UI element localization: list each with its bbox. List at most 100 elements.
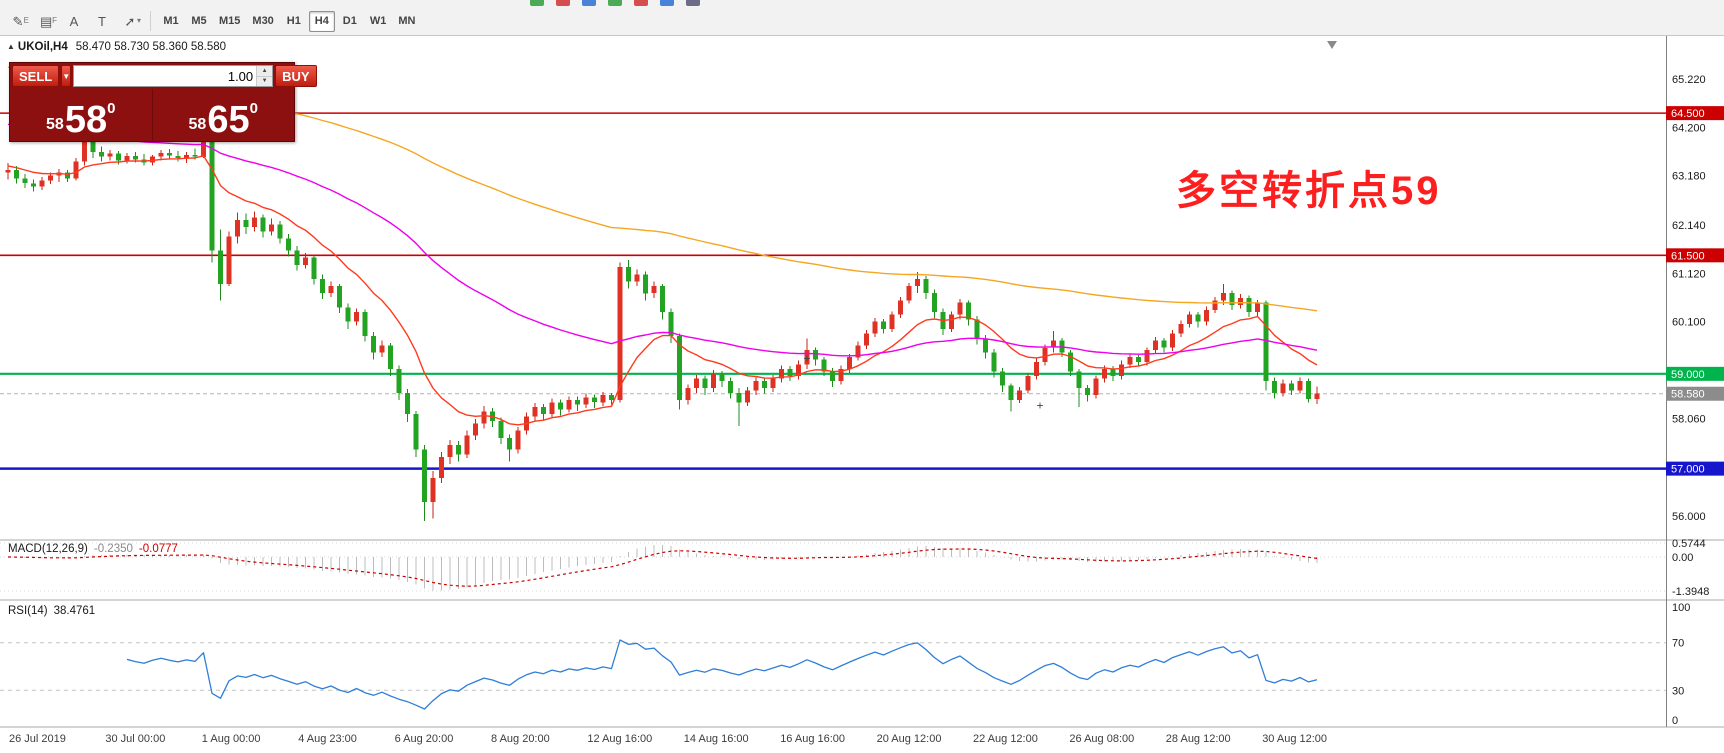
candle-body <box>184 154 189 159</box>
candle-body <box>90 134 96 152</box>
candle-body <box>371 335 376 353</box>
candle-body <box>983 338 988 353</box>
candle-body <box>320 279 325 294</box>
candle-body <box>116 153 121 161</box>
macd-main-value: -0.2350 <box>93 543 133 555</box>
ask-price-button[interactable]: 58 65 0 <box>153 89 295 141</box>
toolbar-row: ✎ E ▤ F A T ➚ ▾ M1 M5 M15 M30 H1 H4 D1 W1 MN <box>0 7 421 35</box>
timeframe-button-w1[interactable]: W1 <box>365 11 392 32</box>
candle-body <box>99 152 104 157</box>
text-tool-icon[interactable]: A <box>61 10 87 32</box>
symbol-ohlc-line: ▲ UKOil,H4 58.470 58.730 58.360 58.580 <box>7 41 226 53</box>
timeframe-button-d1[interactable]: D1 <box>337 11 363 32</box>
candle-body <box>1238 298 1243 306</box>
timeframe-button-h4[interactable]: H4 <box>308 10 335 32</box>
bid-price-button[interactable]: 58 58 0 <box>10 89 153 141</box>
volume-input[interactable] <box>74 66 257 86</box>
candle-body <box>328 286 334 294</box>
candle-body <box>558 402 563 410</box>
candle-body <box>405 392 410 415</box>
order-type-dropdown[interactable]: ▼ <box>61 65 72 87</box>
candle-body <box>158 152 164 157</box>
rsi-axis-label: 70 <box>1672 638 1684 650</box>
buy-button[interactable]: BUY <box>275 65 317 87</box>
candle-body <box>966 302 971 320</box>
candle-body <box>736 392 742 403</box>
bid-small-digits: 58 <box>46 116 64 133</box>
candle-body <box>73 161 79 179</box>
sell-button[interactable]: SELL <box>12 65 60 87</box>
candle-body <box>5 170 11 173</box>
candle-body <box>1263 302 1269 381</box>
timeframe-button-mn[interactable]: MN <box>393 11 420 32</box>
clipped-icon-fragment <box>660 0 674 6</box>
candles-layer <box>5 121 1320 521</box>
timeframe-button-m5[interactable]: M5 <box>186 11 212 32</box>
price-level-label[interactable] <box>1666 248 1724 263</box>
rsi-axis-label: 0 <box>1672 715 1678 727</box>
rsi-line <box>126 639 1318 710</box>
price-level-label[interactable] <box>1666 106 1724 121</box>
chart-text-annotation: 多空转折点59 <box>1176 169 1442 213</box>
timeframe-button-h1[interactable]: H1 <box>281 11 307 32</box>
timeframe-button-m1[interactable]: M1 <box>158 11 184 32</box>
date-axis-label: 12 Aug 16:00 <box>587 733 652 745</box>
price-axis-label: 61.120 <box>1672 268 1706 280</box>
candle-body <box>1272 380 1277 393</box>
candle-body <box>838 369 844 381</box>
grid-tool-badge: F <box>52 16 57 25</box>
arrow-shapes-tool-badge: ▾ <box>136 16 141 25</box>
price-level-label[interactable] <box>1666 366 1724 381</box>
candle-body <box>507 437 512 450</box>
arrow-shapes-tool-icon[interactable]: ➚ ▾ <box>117 10 143 32</box>
chart-bg <box>0 36 1724 753</box>
candle-body <box>864 333 869 346</box>
timeframe-button-m15[interactable]: M15 <box>214 11 245 32</box>
candle-body <box>1042 347 1048 362</box>
candle-body <box>218 250 223 284</box>
chart-canvas[interactable]: + +65.220 64.200 63.180 62.140 61.120 60.100 58… <box>0 36 1724 753</box>
candle-body <box>1221 293 1226 301</box>
candle-body <box>592 397 597 403</box>
candle-body <box>779 369 784 379</box>
collapse-triangle-icon[interactable]: ▲ <box>7 42 15 51</box>
candle-body <box>226 236 232 284</box>
shift-marker-triangle[interactable] <box>1327 41 1337 49</box>
trade-panel-prices: 58 58 0 58 65 0 <box>10 89 294 141</box>
pencil-tool-icon[interactable]: ✎ E <box>5 10 31 32</box>
toolbar-separator <box>150 11 151 31</box>
candle-body <box>566 399 572 410</box>
rsi-value: 38.4761 <box>53 605 96 617</box>
rsi-axis-label: 100 <box>1672 602 1690 614</box>
grid-tool-icon[interactable]: ▤ F <box>33 10 59 32</box>
candle-body <box>311 257 317 279</box>
candle-body <box>617 267 623 400</box>
candle-body <box>413 414 419 450</box>
candle-body <box>422 449 427 502</box>
ask-small-digits: 58 <box>188 116 207 133</box>
candle-body <box>974 319 980 339</box>
candle-body <box>1068 352 1073 372</box>
date-axis-label: 30 Aug 12:00 <box>1262 733 1327 745</box>
ohlc-values: 58.470 58.730 58.360 58.580 <box>75 41 227 53</box>
text-label-tool-icon[interactable]: T <box>89 10 115 32</box>
clipped-icon-fragment <box>686 0 700 6</box>
price-level-label[interactable] <box>1666 461 1724 476</box>
candle-body <box>549 402 555 415</box>
timeframe-button-m30[interactable]: M30 <box>247 11 278 32</box>
volume-decrease-button[interactable]: ▼ <box>257 76 273 86</box>
candle-body <box>31 183 36 187</box>
candle-body <box>1051 340 1056 348</box>
current-price-label[interactable] <box>1666 386 1724 401</box>
candle-body <box>660 286 665 313</box>
candle-body <box>1085 388 1090 396</box>
date-axis-label: 26 Aug 08:00 <box>1069 733 1134 745</box>
candle-body <box>600 395 606 403</box>
candle-body <box>303 257 308 265</box>
candle-body <box>626 267 631 282</box>
volume-increase-button[interactable]: ▲ <box>257 66 273 77</box>
candle-body <box>235 219 240 237</box>
price-level-label-text: 61.500 <box>1671 250 1705 262</box>
ma-line-13 <box>7 154 1318 426</box>
candle-body <box>872 321 878 334</box>
